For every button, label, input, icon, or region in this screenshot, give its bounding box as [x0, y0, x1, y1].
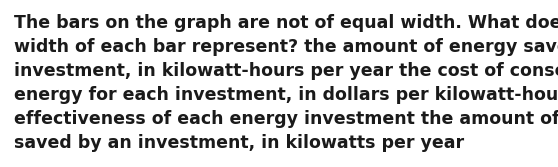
Text: saved by an investment, in kilowatts per year: saved by an investment, in kilowatts per…	[14, 134, 464, 152]
Text: energy for each investment, in dollars per kilowatt-hour the cost-: energy for each investment, in dollars p…	[14, 86, 558, 104]
Text: investment, in kilowatt-hours per year the cost of conserved: investment, in kilowatt-hours per year t…	[14, 62, 558, 80]
Text: The bars on the graph are not of equal width. What does the: The bars on the graph are not of equal w…	[14, 14, 558, 32]
Text: effectiveness of each energy investment the amount of energy: effectiveness of each energy investment …	[14, 110, 558, 128]
Text: width of each bar represent? the amount of energy saved by an: width of each bar represent? the amount …	[14, 38, 558, 56]
